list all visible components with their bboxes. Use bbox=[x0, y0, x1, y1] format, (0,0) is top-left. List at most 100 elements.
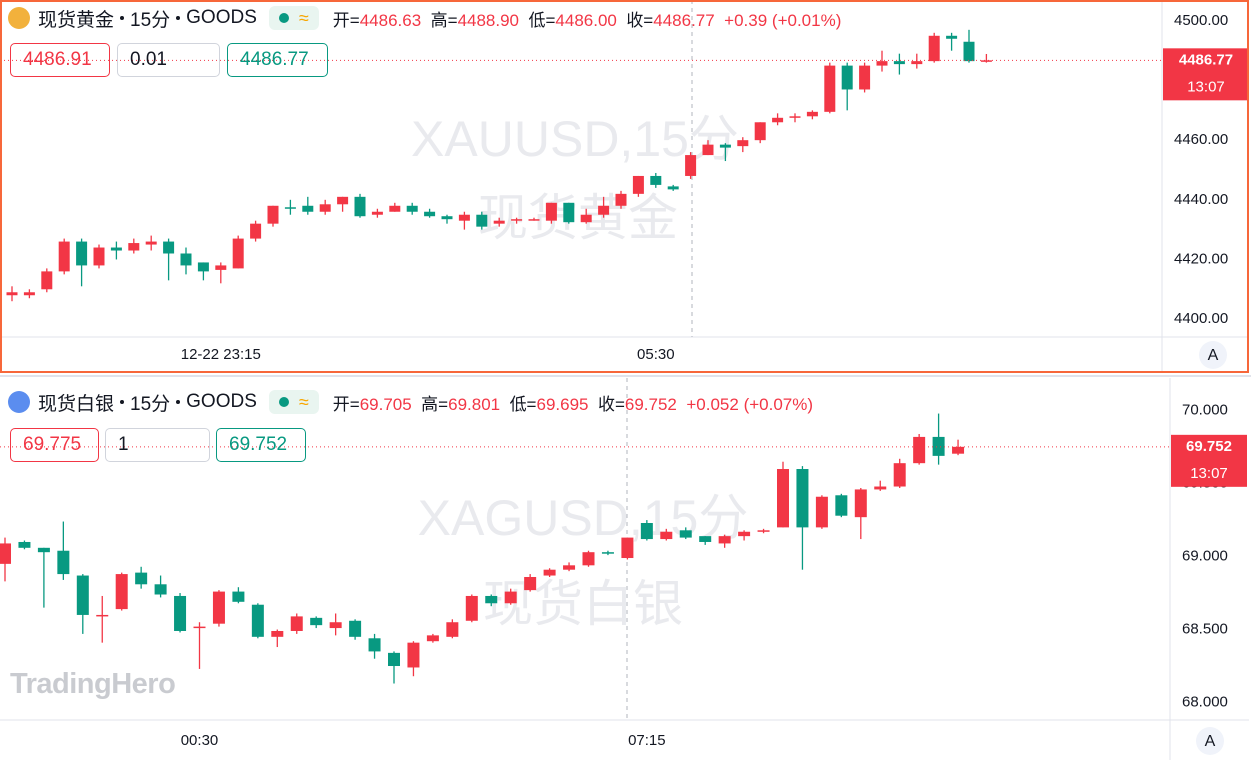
ohlc-value: 4486.00 bbox=[555, 10, 617, 30]
candle-body bbox=[37, 547, 50, 553]
symbol-header: 现货黄金 15分 GOODS ≈ 开=4486.63 高=4488.90 低=448… bbox=[8, 5, 841, 31]
buy-button[interactable]: 69.752 bbox=[216, 428, 306, 462]
y-tick-label: 4420.00 bbox=[1174, 250, 1228, 267]
status-pill[interactable]: ≈ bbox=[268, 6, 319, 30]
candle-body bbox=[874, 486, 887, 490]
candle-body bbox=[6, 292, 18, 296]
last-price-label: 69.752 bbox=[1186, 438, 1232, 455]
candle-body bbox=[913, 436, 926, 464]
watermark-name: 现货黄金 bbox=[478, 190, 678, 246]
candle-body bbox=[718, 536, 731, 544]
candle-body bbox=[632, 175, 644, 194]
candle-body bbox=[212, 591, 225, 624]
candle-body bbox=[660, 531, 673, 540]
candle-body bbox=[528, 219, 540, 221]
candle-body bbox=[835, 495, 848, 516]
candle-body bbox=[250, 223, 262, 239]
candle-body bbox=[76, 241, 88, 266]
y-tick-label: 69.000 bbox=[1182, 548, 1228, 565]
scale-button-bg[interactable] bbox=[1196, 727, 1224, 755]
candle-body bbox=[426, 635, 439, 642]
candle-body bbox=[174, 595, 187, 631]
candle-body bbox=[128, 243, 140, 251]
quantity-input[interactable]: 0.01 bbox=[117, 43, 220, 77]
change-pct: (+0.07%) bbox=[743, 394, 814, 414]
candle-body bbox=[582, 552, 595, 566]
candle-body bbox=[406, 205, 418, 212]
candle-body bbox=[796, 469, 809, 528]
candle-body bbox=[41, 271, 53, 290]
status-dot bbox=[278, 397, 289, 407]
candle-body bbox=[524, 576, 537, 591]
separator bbox=[120, 16, 125, 20]
logo: TradingHero bbox=[10, 668, 176, 700]
y-tick-label: 68.000 bbox=[1182, 693, 1228, 710]
quantity-input[interactable]: 1 bbox=[105, 428, 210, 462]
candle-body bbox=[310, 617, 323, 626]
separator bbox=[176, 16, 181, 20]
candle-body bbox=[135, 572, 148, 585]
scale-button[interactable]: A bbox=[1208, 347, 1219, 364]
candle-body bbox=[407, 642, 420, 668]
candle-body bbox=[911, 61, 923, 65]
candle-body bbox=[110, 247, 122, 251]
ohlc-label: 收= bbox=[597, 394, 625, 414]
ohlc-value: 69.695 bbox=[536, 394, 589, 414]
scale-button[interactable]: A bbox=[1205, 733, 1216, 750]
candle-body bbox=[485, 595, 498, 604]
candle-body bbox=[251, 604, 264, 637]
change-pct: (+0.01%) bbox=[771, 10, 842, 30]
candle-body bbox=[563, 202, 575, 223]
candle-body bbox=[23, 292, 35, 296]
countdown: 13:07 bbox=[1190, 465, 1228, 482]
sell-button[interactable]: 69.775 bbox=[10, 428, 99, 462]
candle-body bbox=[493, 220, 505, 224]
candle-body bbox=[368, 638, 381, 652]
symbol-name[interactable]: 现货白银 bbox=[38, 393, 115, 415]
symbol-icon bbox=[8, 391, 30, 413]
candle-body bbox=[615, 193, 627, 206]
candle-body bbox=[563, 565, 576, 570]
candle-body bbox=[806, 111, 818, 117]
buy-button[interactable]: 4486.77 bbox=[227, 43, 328, 77]
status-pill[interactable]: ≈ bbox=[268, 390, 319, 414]
y-tick-label: 70.000 bbox=[1182, 402, 1228, 419]
candle-body bbox=[388, 652, 400, 667]
candle-body bbox=[932, 436, 945, 456]
candle-body bbox=[145, 241, 157, 245]
candle-body bbox=[302, 205, 314, 212]
candle-body bbox=[893, 61, 905, 65]
candle-body bbox=[679, 530, 692, 538]
candle-body bbox=[284, 207, 296, 209]
candle-body bbox=[504, 591, 517, 604]
candle-body bbox=[650, 175, 662, 185]
change: +0.052 bbox=[686, 394, 739, 414]
ohlc-value: 4486.63 bbox=[359, 10, 422, 30]
watermark-symbol: XAUUSD,15分 bbox=[411, 111, 739, 167]
change: +0.39 bbox=[724, 10, 768, 30]
symbol-icon bbox=[8, 7, 30, 29]
candle-body bbox=[18, 541, 31, 548]
symbol-name[interactable]: 现货黄金 bbox=[38, 9, 115, 31]
interval[interactable]: 15分 bbox=[130, 9, 171, 31]
candle-body bbox=[543, 569, 556, 576]
candle-body bbox=[772, 117, 784, 123]
candle-body bbox=[841, 65, 853, 90]
candle-body bbox=[465, 595, 478, 621]
scale-button-bg[interactable] bbox=[1199, 341, 1227, 369]
interval[interactable]: 15分 bbox=[130, 393, 171, 415]
candle-body bbox=[349, 620, 362, 637]
candle-body bbox=[685, 155, 697, 176]
candle-body bbox=[946, 35, 958, 39]
sell-button[interactable]: 4486.91 bbox=[10, 43, 110, 77]
candle-body bbox=[928, 35, 940, 62]
candle-body bbox=[876, 61, 888, 66]
candle-body bbox=[738, 531, 751, 537]
candle-body bbox=[815, 496, 828, 528]
candle-body bbox=[337, 196, 349, 205]
candle-body bbox=[319, 204, 331, 212]
countdown: 13:07 bbox=[1187, 78, 1225, 95]
candle-body bbox=[271, 630, 284, 637]
candle-body bbox=[458, 214, 470, 221]
ohlc-value: 4486.77 bbox=[653, 10, 715, 30]
